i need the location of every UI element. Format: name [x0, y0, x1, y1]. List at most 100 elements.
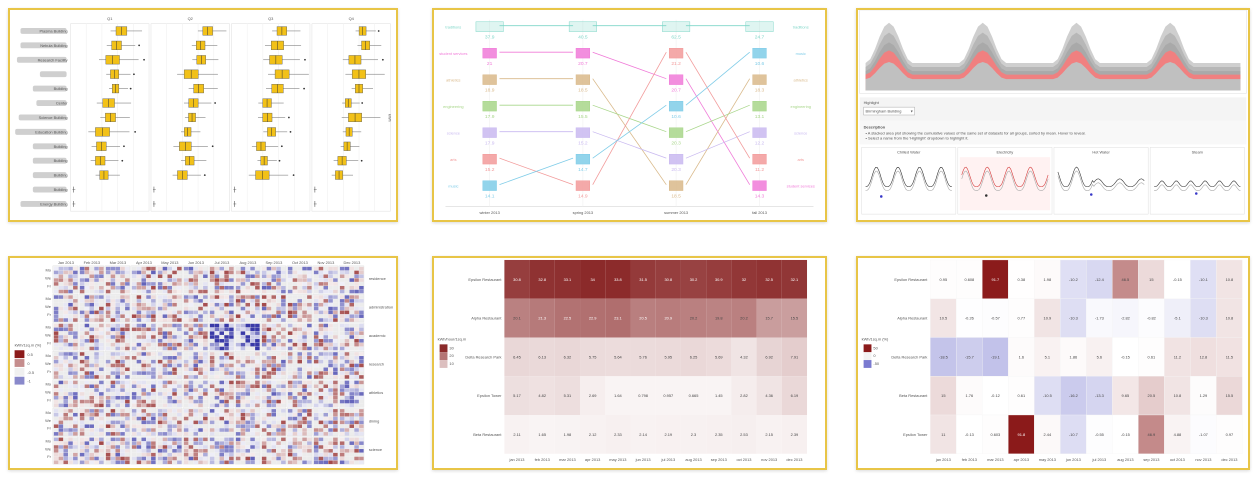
value-label: 17.9	[485, 114, 495, 120]
day-cell	[79, 456, 85, 461]
day-cell	[151, 432, 156, 436]
day-cell	[287, 310, 293, 315]
day-cell	[297, 412, 303, 417]
day-cell	[354, 424, 359, 428]
day-cell	[68, 346, 73, 351]
day-cell	[245, 452, 251, 457]
day-cell	[344, 432, 350, 436]
day-cell	[115, 367, 120, 372]
day-cell	[344, 299, 350, 303]
day-cell	[297, 456, 303, 461]
day-cell	[68, 409, 73, 413]
day-cell	[209, 371, 215, 375]
day-cell	[287, 424, 293, 428]
day-cell	[105, 302, 111, 307]
day-cell	[183, 445, 189, 449]
day-cell	[255, 452, 260, 457]
day-cell	[53, 399, 59, 404]
day-cell	[307, 295, 312, 299]
day-cell	[292, 403, 298, 408]
day-cell	[333, 371, 338, 375]
day-cell	[307, 460, 312, 465]
day-cell	[68, 299, 73, 303]
day-cell	[224, 278, 229, 282]
building-label-blurred	[20, 42, 67, 49]
day-cell	[354, 331, 359, 335]
day-cell	[177, 306, 182, 311]
day-cell	[219, 437, 225, 442]
day-cell	[307, 339, 312, 343]
day-cell	[162, 399, 168, 404]
day-cell	[203, 388, 208, 392]
day-cell	[250, 339, 255, 343]
day-cell	[99, 289, 104, 294]
day-cell	[136, 310, 142, 315]
day-cell	[162, 278, 168, 282]
day-cell	[136, 356, 142, 360]
day-cell	[84, 274, 90, 279]
day-cell	[287, 266, 293, 271]
value-marker	[668, 127, 684, 138]
day-cell	[79, 416, 85, 421]
small-multiple: Hot Water	[1053, 147, 1149, 215]
day-cell	[63, 323, 68, 328]
day-cell	[313, 310, 319, 315]
legend-value: 20	[449, 353, 454, 358]
day-cell	[339, 352, 345, 356]
day-cell	[105, 392, 111, 396]
day-cell	[131, 416, 137, 421]
heat-cell	[1216, 414, 1243, 454]
day-cell	[84, 412, 90, 417]
row-label: dining	[369, 418, 379, 423]
heat-cell	[1008, 414, 1035, 454]
day-cell	[115, 302, 120, 307]
day-cell	[287, 289, 293, 294]
cell-value: 30.2	[690, 277, 698, 282]
day-cell	[349, 388, 355, 392]
day-cell	[146, 367, 151, 372]
day-cell	[151, 306, 156, 311]
day-cell	[84, 352, 90, 356]
day-cell	[146, 289, 151, 294]
day-cell	[292, 270, 298, 275]
small-multiple: Chilled Water	[861, 147, 957, 215]
day-cell	[307, 395, 312, 400]
cell-value: 20.2	[690, 316, 698, 321]
day-cell	[203, 384, 208, 389]
day-cell	[245, 367, 251, 372]
day-cell	[219, 403, 225, 408]
cell-value: 0.95	[940, 277, 948, 282]
day-cell	[183, 399, 189, 404]
day-cell	[177, 460, 182, 465]
day-cell	[240, 266, 246, 271]
day-cell	[292, 371, 298, 375]
day-cell	[349, 285, 355, 290]
day-cell	[136, 327, 142, 332]
day-cell	[261, 278, 267, 282]
highlight-select[interactable]: Birmingham Building ▾	[863, 106, 915, 116]
day-cell	[63, 460, 68, 465]
day-cell	[359, 310, 364, 315]
cell-value: 31.5	[639, 277, 647, 282]
day-cell	[339, 363, 345, 368]
day-cell	[89, 289, 94, 294]
day-cell	[292, 409, 298, 413]
day-cell	[99, 274, 104, 279]
day-cell	[323, 318, 329, 322]
day-cell	[79, 339, 85, 343]
day-cell	[73, 441, 78, 445]
day-cell	[224, 432, 229, 436]
day-cell	[245, 295, 251, 299]
day-cell	[266, 342, 272, 347]
day-cell	[79, 392, 85, 396]
day-cell	[177, 289, 182, 294]
col-label: sep 2013	[1143, 457, 1159, 462]
day-cell	[271, 456, 277, 461]
day-cell	[193, 388, 198, 392]
day-cell	[105, 270, 111, 275]
day-cell	[53, 375, 59, 379]
day-cell	[198, 314, 203, 318]
day-cell	[84, 388, 90, 392]
weekday-label: Fr	[47, 312, 51, 317]
day-cell	[281, 441, 286, 445]
